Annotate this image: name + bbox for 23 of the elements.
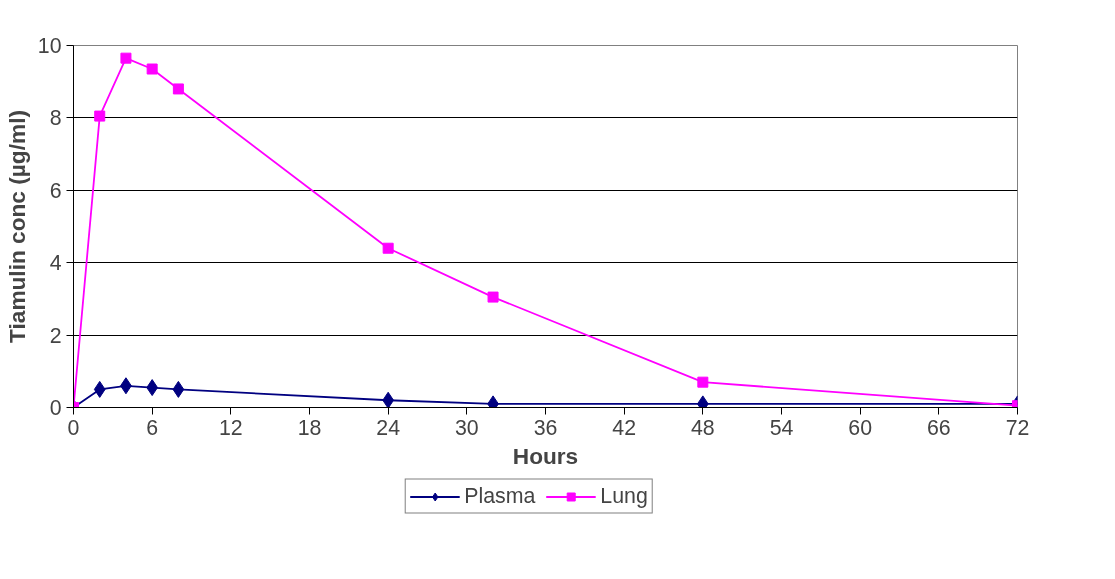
y-tick-label: 2 [49,323,62,348]
x-tick-label: 24 [376,415,401,440]
x-tick-label: 18 [297,415,322,440]
y-axis-title: Tiamulin conc (µg/ml) [3,110,30,343]
x-axis-title: Hours [512,442,579,469]
x-tick-label: 48 [690,415,715,440]
x-tick-label: 60 [848,415,873,440]
x-tick-label: 36 [533,415,558,440]
legend-label: Plasma [464,483,536,509]
x-tick-label: 66 [926,415,951,440]
x-tick-label: 72 [1005,415,1030,440]
x-tick-label: 30 [454,415,479,440]
y-tick-label: 8 [49,106,62,131]
x-tick-label: 12 [218,415,243,440]
y-tick-label: 6 [49,178,62,203]
y-tick-label: 0 [49,396,62,420]
x-tick-label: 42 [612,415,637,440]
x-tick-label: 6 [146,415,159,440]
y-tick-label: 4 [49,251,62,276]
x-tick-label: 54 [769,415,794,440]
x-tick-label: 0 [67,415,80,440]
y-tick-label: 10 [37,34,62,58]
legend-label: Lung [600,483,648,509]
